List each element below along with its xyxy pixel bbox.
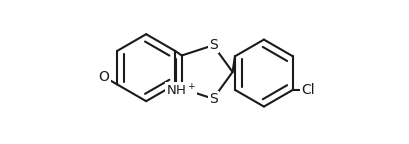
Text: NH$^+$: NH$^+$ — [166, 83, 196, 98]
Text: S: S — [209, 92, 218, 106]
Text: S: S — [209, 38, 218, 52]
Text: O: O — [99, 70, 110, 84]
Text: Cl: Cl — [301, 83, 315, 97]
